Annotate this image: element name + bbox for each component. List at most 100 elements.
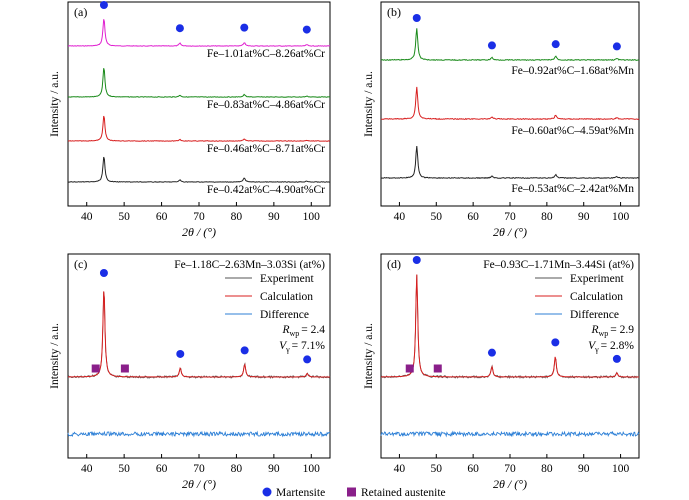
phase-markers [91,268,312,373]
austenite-marker [120,364,129,373]
panel-d: (d) Fe–0.93C–1.71Mn–3.44Si (at%) Experim… [363,253,640,491]
martensite-marker [176,349,185,358]
series-label: Fe–0.42at%C–4.90at%Cr [207,184,325,196]
panel-label: (c) [74,257,87,271]
x-axis-ticks: 40 50 60 70 80 90 100 [81,454,320,475]
x-tick-label: 80 [541,463,553,475]
series-label: Fe–0.53at%C–2.42at%Mn [511,183,634,195]
martensite-marker [240,346,249,355]
x-tick-label: 50 [431,463,443,475]
martensite-marker [99,268,108,277]
chart-title: Fe–1.18C–2.63Mn–3.03Si (at%) [174,259,325,271]
martensite-marker [412,13,421,22]
refinement-stats: Rwp = 2.4 Vγ = 7.1% [279,324,325,354]
x-tick-label: 80 [541,211,553,223]
v-gamma-stat: Vγ = 2.8% [588,340,634,354]
martensite-marker [551,338,560,347]
austenite-marker [433,364,442,373]
legend-label: Difference [570,309,619,321]
x-tick-label: 50 [118,463,130,475]
martensite-marker [487,348,496,357]
austenite-legend-label: Retained austenite [361,487,446,499]
x-tick-label: 80 [231,463,243,475]
legend-label: Calculation [570,291,623,303]
martensite-marker [612,42,621,51]
series-label: Fe–1.01at%C–8.26at%Cr [207,48,325,60]
x-axis-label: 2θ / (°) [493,477,527,491]
xrd-series-line [380,28,640,61]
austenite-marker [91,364,100,373]
x-tick-label: 50 [431,211,443,223]
panel-a: (a) Fe–1.01at%C–8.26at%Cr Fe–0.83at%C–4.… [49,0,331,239]
x-tick-label: 60 [156,463,168,475]
difference-line [380,430,640,438]
x-axis-ticks: 40 50 60 70 80 90 100 [394,454,630,475]
x-tick-label: 40 [81,211,93,223]
x-tick-label: 100 [612,463,630,475]
x-tick-label: 60 [156,211,168,223]
difference-line [67,430,331,438]
x-tick-label: 80 [231,211,243,223]
xrd-series-line [68,115,331,142]
panel-label: (b) [387,5,401,19]
martensite-marker [551,40,560,49]
xrd-series-line [68,19,331,47]
austenite-marker [405,364,414,373]
martensite-marker [612,354,621,363]
series-labels: Fe–1.01at%C–8.26at%Cr Fe–0.83at%C–4.86at… [207,48,325,196]
martensite-marker [240,23,249,32]
refinement-stats: Rwp = 2.9 Vγ = 2.8% [588,324,634,354]
experiment-line [380,274,640,380]
phase-legend: Martensite Retained austenite [262,487,446,499]
refinement-curves [67,291,331,438]
diffraction-curves [67,19,331,183]
legend: Experiment Calculation Difference [225,273,314,321]
calculation-line [68,291,330,378]
xrd-series-line [67,156,331,183]
chart-title: Fe–0.93C–1.71Mn–3.44Si (at%) [483,259,634,271]
martensite-marker [303,355,312,364]
x-tick-label: 90 [578,463,590,475]
xrd-series-line [380,86,640,121]
y-axis-label: Intensity / a.u. [49,71,61,137]
x-axis-label: 2θ / (°) [182,225,216,239]
panel-label: (d) [387,257,401,271]
martensite-markers [99,0,311,34]
x-tick-label: 100 [303,211,321,223]
x-tick-label: 40 [81,463,93,475]
martensite-legend-marker [262,487,272,497]
panel-c: (c) Fe–1.18C–2.63Mn–3.03Si (at%) Experim… [49,253,331,491]
v-gamma-stat: Vγ = 7.1% [279,340,325,354]
series-label: Fe–0.83at%C–4.86at%Cr [207,99,325,111]
calculation-line [381,274,639,378]
x-axis-ticks: 40 50 60 70 80 90 100 [81,202,320,223]
series-label: Fe–0.92at%C–1.68at%Mn [511,65,634,77]
x-tick-label: 90 [268,211,280,223]
panel-b: (b) Fe–0.92at%C–1.68at%Mn Fe–0.60at%C–4.… [363,1,640,239]
x-tick-label: 100 [612,211,630,223]
x-tick-label: 40 [394,463,406,475]
diffraction-curves [380,28,640,180]
x-tick-label: 70 [504,463,516,475]
legend-label: Difference [260,309,309,321]
x-axis-label: 2θ / (°) [493,225,527,239]
x-tick-label: 90 [578,211,590,223]
y-axis-label: Intensity / a.u. [363,323,375,389]
x-tick-label: 70 [504,211,516,223]
martensite-marker [412,255,421,264]
series-label: Fe–0.46at%C–8.71at%Cr [207,143,325,155]
x-tick-label: 50 [118,211,130,223]
y-axis-label: Intensity / a.u. [363,71,375,137]
martensite-marker [302,25,311,34]
x-tick-label: 100 [303,463,321,475]
xrd-series-line [67,68,331,98]
martensite-marker [175,24,184,33]
austenite-legend-marker [347,487,356,497]
x-tick-label: 90 [268,463,280,475]
rwp-stat: Rwp = 2.9 [590,324,634,338]
legend-label: Experiment [570,273,624,285]
martensite-legend-label: Martensite [276,487,325,499]
panel-label: (a) [74,5,87,19]
martensite-marker [487,41,496,50]
